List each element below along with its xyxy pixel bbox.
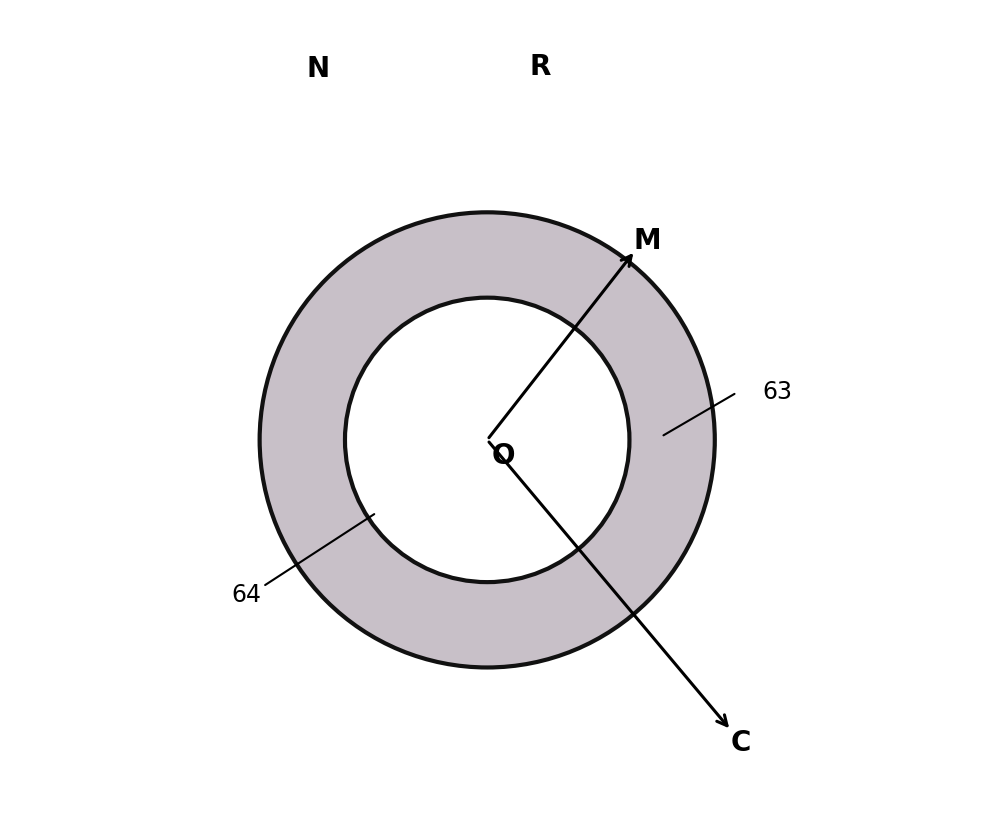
Text: C: C (730, 729, 751, 757)
Text: N: N (307, 55, 330, 83)
Text: O: O (491, 442, 515, 470)
Circle shape (260, 213, 715, 667)
Text: 63: 63 (762, 380, 792, 405)
Text: M: M (634, 227, 662, 255)
Text: R: R (530, 53, 551, 81)
Text: 64: 64 (231, 583, 261, 607)
Circle shape (345, 298, 629, 582)
